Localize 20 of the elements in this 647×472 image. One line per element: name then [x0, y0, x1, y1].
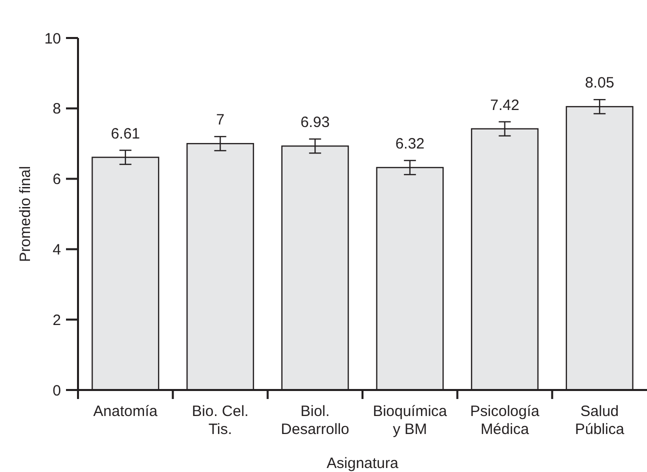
x-tick-label: Bioquímica y BM	[372, 403, 448, 438]
x-tick-label: Biol. Desarrollo	[280, 403, 350, 438]
x-tick-label: Salud Pública	[574, 403, 625, 438]
y-axis-title: Promedio final	[17, 166, 34, 262]
y-tick-label: 4	[52, 241, 61, 258]
x-axis-title: Asignatura	[326, 455, 400, 472]
x-tick-label: Bio. Cel. Tis.	[192, 403, 249, 438]
data-label: 8.05	[584, 74, 614, 92]
data-label: 7	[216, 112, 224, 129]
data-label: 7.42	[490, 96, 520, 114]
data-label: 6.32	[395, 135, 425, 152]
x-tick-label: Anatomía	[93, 403, 158, 420]
y-tick-label: 8	[52, 100, 61, 118]
y-tick-label: 0	[52, 382, 61, 400]
y-tick-label: 10	[44, 30, 61, 48]
y-tick-label: 6	[52, 171, 61, 188]
data-label: 6.61	[110, 125, 140, 142]
y-tick-label: 2	[52, 312, 61, 329]
x-tick-label: Psicología Médica	[470, 403, 540, 438]
data-label: 6.93	[300, 114, 330, 132]
